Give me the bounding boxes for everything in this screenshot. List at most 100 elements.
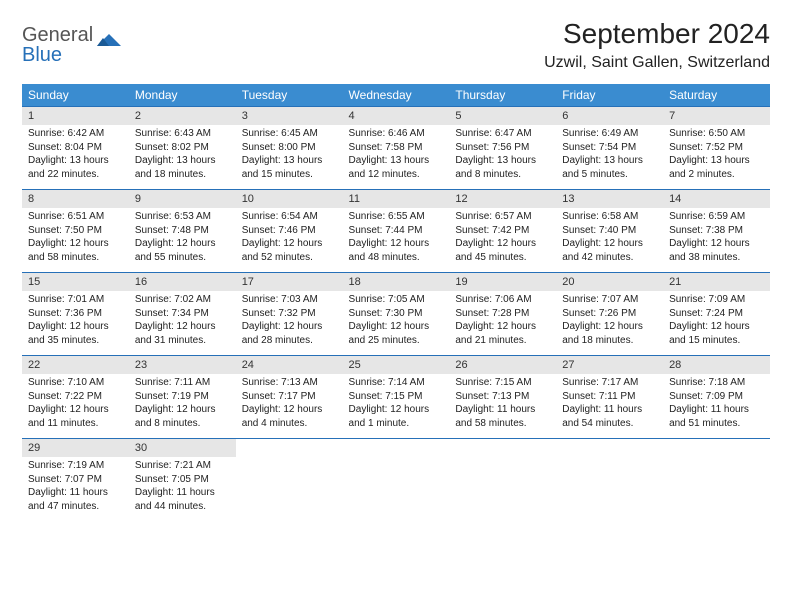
- daylight-text: Daylight: 12 hours and 31 minutes.: [135, 320, 230, 347]
- data-row: Sunrise: 7:10 AMSunset: 7:22 PMDaylight:…: [22, 374, 770, 439]
- sunrise-text: Sunrise: 6:53 AM: [135, 210, 230, 224]
- daylight-text: Daylight: 12 hours and 21 minutes.: [455, 320, 550, 347]
- data-row: Sunrise: 7:01 AMSunset: 7:36 PM Daylight:…: [22, 291, 770, 356]
- sunset-text: Sunset: 7:30 PM: [349, 307, 444, 321]
- day-data-cell: Sunrise: 6:46 AMSunset: 7:58 PMDaylight:…: [343, 125, 450, 190]
- header: General Blue September 2024 Uzwil, Saint…: [22, 18, 770, 72]
- sunset-text: Sunset: 7:52 PM: [669, 141, 764, 155]
- date-row: 15161718192021: [22, 273, 770, 292]
- date-row: 1234567: [22, 107, 770, 126]
- sunrise-text: Sunrise: 6:59 AM: [669, 210, 764, 224]
- sunset-text: Sunset: 7:46 PM: [242, 224, 337, 238]
- sunset-text: Sunset: 7:13 PM: [455, 390, 550, 404]
- date-cell: 13: [556, 190, 663, 209]
- sunset-text: Sunset: 7:44 PM: [349, 224, 444, 238]
- day-header: Friday: [556, 84, 663, 107]
- sunset-text: Sunset: 7:50 PM: [28, 224, 123, 238]
- date-cell: [343, 439, 450, 458]
- date-cell: 16: [129, 273, 236, 292]
- day-data-cell: Sunrise: 6:57 AMSunset: 7:42 PMDaylight:…: [449, 208, 556, 273]
- sunrise-text: Sunrise: 7:19 AM: [28, 459, 123, 473]
- flag-icon: [97, 32, 123, 55]
- logo-general: General: [22, 24, 93, 46]
- day-data-cell: Sunrise: 7:09 AMSunset: 7:24 PMDaylight:…: [663, 291, 770, 356]
- day-data-cell: [449, 457, 556, 521]
- sunset-text: Sunset: 8:04 PM: [28, 141, 123, 155]
- date-cell: 11: [343, 190, 450, 209]
- day-data-cell: [343, 457, 450, 521]
- title-block: September 2024 Uzwil, Saint Gallen, Swit…: [544, 18, 770, 72]
- date-cell: 9: [129, 190, 236, 209]
- sunset-text: Sunset: 7:40 PM: [562, 224, 657, 238]
- daylight-text: Daylight: 13 hours and 18 minutes.: [135, 154, 230, 181]
- logo-text: General Blue: [22, 26, 93, 66]
- day-data-cell: Sunrise: 7:02 AMSunset: 7:34 PMDaylight:…: [129, 291, 236, 356]
- day-data-cell: [236, 457, 343, 521]
- date-cell: 8: [22, 190, 129, 209]
- data-row: Sunrise: 7:19 AMSunset: 7:07 PM Daylight:…: [22, 457, 770, 521]
- daylight-text: Daylight: 12 hours and 55 minutes.: [135, 237, 230, 264]
- sunrise-text: Sunrise: 7:14 AM: [349, 376, 444, 390]
- sunrise-text: Sunrise: 6:47 AM: [455, 127, 550, 141]
- calendar-table: SundayMondayTuesdayWednesdayThursdayFrid…: [22, 84, 770, 521]
- sunset-text: Sunset: 7:56 PM: [455, 141, 550, 155]
- date-cell: 23: [129, 356, 236, 375]
- daylight-text: Daylight: 12 hours and 48 minutes.: [349, 237, 444, 264]
- day-data-cell: Sunrise: 6:53 AMSunset: 7:48 PMDaylight:…: [129, 208, 236, 273]
- sunset-text: Sunset: 8:00 PM: [242, 141, 337, 155]
- day-data-cell: Sunrise: 7:10 AMSunset: 7:22 PMDaylight:…: [22, 374, 129, 439]
- date-cell: [449, 439, 556, 458]
- daylight-text: Daylight: 12 hours and 4 minutes.: [242, 403, 337, 430]
- day-data-cell: Sunrise: 7:05 AMSunset: 7:30 PMDaylight:…: [343, 291, 450, 356]
- date-cell: [663, 439, 770, 458]
- date-row: 2930: [22, 439, 770, 458]
- date-cell: [236, 439, 343, 458]
- day-data-cell: Sunrise: 7:21 AMSunset: 7:05 PMDaylight:…: [129, 457, 236, 521]
- sunset-text: Sunset: 7:07 PM: [28, 473, 123, 487]
- date-cell: 5: [449, 107, 556, 126]
- date-cell: 12: [449, 190, 556, 209]
- daylight-text: Daylight: 11 hours and 54 minutes.: [562, 403, 657, 430]
- sunrise-text: Sunrise: 7:17 AM: [562, 376, 657, 390]
- day-data-cell: Sunrise: 7:11 AMSunset: 7:19 PMDaylight:…: [129, 374, 236, 439]
- sunrise-text: Sunrise: 7:02 AM: [135, 293, 230, 307]
- daylight-text: Daylight: 13 hours and 8 minutes.: [455, 154, 550, 181]
- sunrise-text: Sunrise: 6:49 AM: [562, 127, 657, 141]
- day-data-cell: Sunrise: 6:42 AMSunset: 8:04 PMDaylight:…: [22, 125, 129, 190]
- day-data-cell: Sunrise: 7:14 AMSunset: 7:15 PMDaylight:…: [343, 374, 450, 439]
- logo-blue: Blue: [22, 44, 62, 66]
- daylight-text: Daylight: 12 hours and 1 minute.: [349, 403, 444, 430]
- day-data-cell: Sunrise: 7:17 AMSunset: 7:11 PMDaylight:…: [556, 374, 663, 439]
- sunset-text: Sunset: 7:36 PM: [28, 307, 123, 321]
- daylight-text: Daylight: 12 hours and 8 minutes.: [135, 403, 230, 430]
- sunset-text: Sunset: 7:38 PM: [669, 224, 764, 238]
- daylight-text: Daylight: 12 hours and 52 minutes.: [242, 237, 337, 264]
- sunrise-text: Sunrise: 7:07 AM: [562, 293, 657, 307]
- day-data-cell: Sunrise: 7:15 AMSunset: 7:13 PMDaylight:…: [449, 374, 556, 439]
- sunrise-text: Sunrise: 7:05 AM: [349, 293, 444, 307]
- day-data-cell: [556, 457, 663, 521]
- date-cell: 24: [236, 356, 343, 375]
- logo: General Blue: [22, 18, 123, 66]
- day-header: Sunday: [22, 84, 129, 107]
- data-row: Sunrise: 6:42 AMSunset: 8:04 PMDaylight:…: [22, 125, 770, 190]
- sunset-text: Sunset: 7:11 PM: [562, 390, 657, 404]
- sunset-text: Sunset: 7:34 PM: [135, 307, 230, 321]
- sunset-text: Sunset: 7:48 PM: [135, 224, 230, 238]
- day-data-cell: Sunrise: 6:43 AMSunset: 8:02 PMDaylight:…: [129, 125, 236, 190]
- sunrise-text: Sunrise: 6:45 AM: [242, 127, 337, 141]
- date-cell: 6: [556, 107, 663, 126]
- sunrise-text: Sunrise: 7:06 AM: [455, 293, 550, 307]
- daylight-text: Daylight: 13 hours and 5 minutes.: [562, 154, 657, 181]
- daylight-text: Daylight: 13 hours and 15 minutes.: [242, 154, 337, 181]
- sunrise-text: Sunrise: 7:01 AM: [28, 293, 123, 307]
- day-data-cell: Sunrise: 6:55 AMSunset: 7:44 PMDaylight:…: [343, 208, 450, 273]
- sunrise-text: Sunrise: 6:54 AM: [242, 210, 337, 224]
- day-data-cell: Sunrise: 7:19 AMSunset: 7:07 PMDaylight:…: [22, 457, 129, 521]
- daylight-text: Daylight: 13 hours and 2 minutes.: [669, 154, 764, 181]
- sunset-text: Sunset: 8:02 PM: [135, 141, 230, 155]
- sunset-text: Sunset: 7:22 PM: [28, 390, 123, 404]
- day-data-cell: Sunrise: 6:51 AMSunset: 7:50 PMDaylight:…: [22, 208, 129, 273]
- day-data-cell: Sunrise: 6:59 AMSunset: 7:38 PMDaylight:…: [663, 208, 770, 273]
- daylight-text: Daylight: 11 hours and 44 minutes.: [135, 486, 230, 513]
